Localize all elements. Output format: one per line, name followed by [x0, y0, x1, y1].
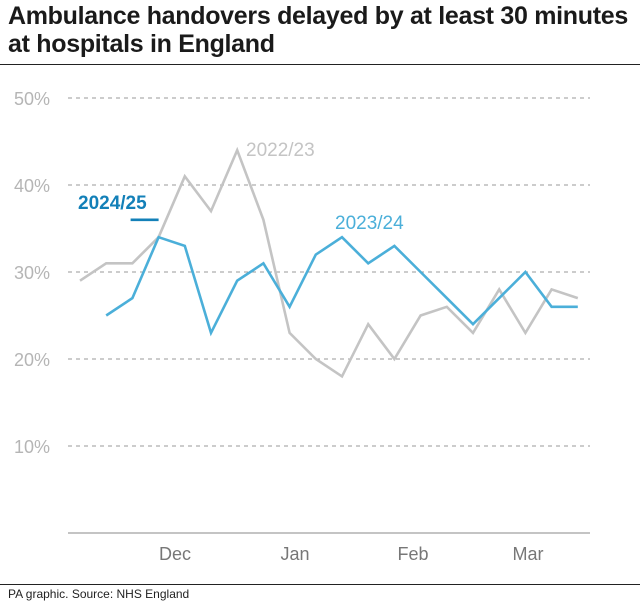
series-labels: 2022/23 2023/24 2024/25 — [78, 140, 404, 234]
y-axis-ticks: 10% 20% 30% 40% 50% — [14, 89, 50, 457]
series-label: 2024/25 — [78, 193, 147, 214]
y-tick-label: 20% — [14, 350, 50, 370]
series-line-2022-23 — [79, 146, 579, 379]
series-label: 2023/24 — [335, 213, 404, 234]
y-tick-label: 50% — [14, 89, 50, 109]
top-rule — [0, 64, 640, 65]
x-tick-label: Feb — [397, 544, 428, 564]
x-tick-label: Mar — [513, 544, 544, 564]
series-line-2023-24 — [105, 235, 578, 337]
y-tick-label: 10% — [14, 437, 50, 457]
x-tick-label: Dec — [159, 544, 191, 564]
bottom-rule — [0, 584, 640, 585]
series-lines — [79, 146, 579, 379]
x-tick-label: Jan — [280, 544, 309, 564]
source-note: PA graphic. Source: NHS England — [8, 587, 190, 601]
y-tick-label: 40% — [14, 176, 50, 196]
chart-title: Ambulance handovers delayed by at least … — [8, 2, 628, 58]
gridlines — [68, 97, 590, 534]
x-axis-ticks: Dec Jan Feb Mar — [159, 544, 544, 564]
y-tick-label: 30% — [14, 263, 50, 283]
series-label: 2022/23 — [246, 140, 315, 161]
